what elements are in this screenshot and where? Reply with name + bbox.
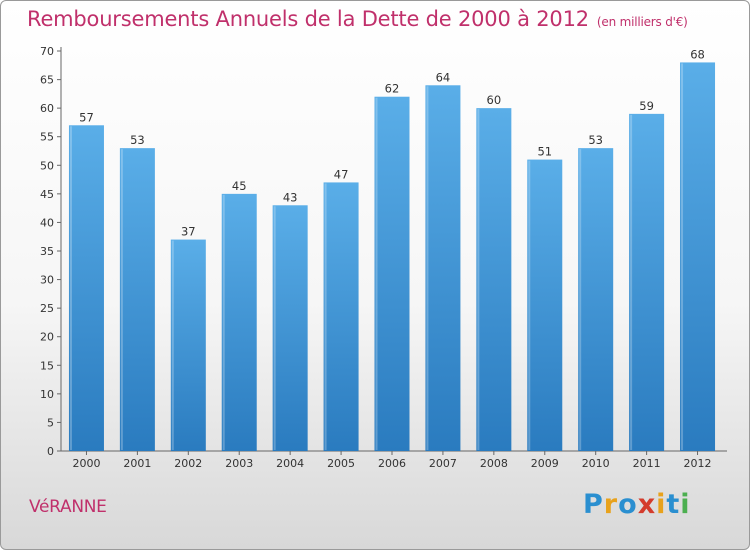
bar-2005[interactable] <box>323 182 359 451</box>
bar-highlight <box>69 126 72 451</box>
y-tick-label: 40 <box>40 216 54 229</box>
title-unit: (en milliers d'€) <box>596 15 688 29</box>
x-tick-label-2011: 2011 <box>633 457 661 470</box>
x-tick-label-2004: 2004 <box>276 457 304 470</box>
bar-2000[interactable] <box>68 125 104 452</box>
logo-letter: t <box>666 489 681 520</box>
value-label-2000: 57 <box>79 110 94 124</box>
x-tick-label-2012: 2012 <box>684 457 712 470</box>
value-label-2012: 68 <box>690 47 705 61</box>
logo-letter: r <box>603 489 619 520</box>
bar-2003[interactable] <box>221 193 257 451</box>
x-tick-label-2006: 2006 <box>378 457 406 470</box>
value-label-2009: 51 <box>537 145 552 159</box>
bar-highlight <box>273 206 276 450</box>
bar-2010[interactable] <box>578 148 614 451</box>
value-label-2002: 37 <box>181 225 196 239</box>
value-label-2003: 45 <box>232 179 247 193</box>
bar-highlight <box>579 149 582 450</box>
bar-highlight <box>477 109 480 451</box>
logo-letter: i <box>680 489 691 520</box>
y-tick-label: 30 <box>40 274 54 287</box>
bar-highlight <box>324 183 327 450</box>
bar-2009[interactable] <box>527 159 563 452</box>
bar-highlight <box>426 86 429 451</box>
x-tick-label-2008: 2008 <box>480 457 508 470</box>
proxiti-logo[interactable]: Proxiti <box>583 489 691 520</box>
value-label-2011: 59 <box>639 99 654 113</box>
y-tick-label: 5 <box>47 416 54 429</box>
value-label-2008: 60 <box>487 93 502 107</box>
bar-highlight <box>630 114 633 450</box>
y-tick-label: 60 <box>40 102 54 115</box>
y-tick-label: 25 <box>40 302 54 315</box>
bar-2007[interactable] <box>425 85 461 452</box>
value-label-2001: 53 <box>130 133 145 147</box>
value-label-2006: 62 <box>385 82 400 96</box>
bar-highlight <box>375 97 378 450</box>
bar-highlight <box>120 149 123 450</box>
bar-2004[interactable] <box>272 205 308 451</box>
title-text: Remboursements Annuels de la Dette de 20… <box>27 7 589 31</box>
y-tick-label: 55 <box>40 131 54 144</box>
logo-letter: x <box>637 489 657 520</box>
y-tick-label: 20 <box>40 331 54 344</box>
x-tick-label-2001: 2001 <box>123 457 151 470</box>
bar-2002[interactable] <box>170 239 206 451</box>
value-label-2010: 53 <box>588 133 603 147</box>
bar-2001[interactable] <box>119 148 155 451</box>
logo-letter: o <box>618 489 638 520</box>
value-label-2007: 64 <box>436 70 451 84</box>
x-tick-label-2007: 2007 <box>429 457 457 470</box>
x-tick-label-2002: 2002 <box>174 457 202 470</box>
y-tick-label: 15 <box>40 359 54 372</box>
y-tick-label: 50 <box>40 159 54 172</box>
x-tick-label-2005: 2005 <box>327 457 355 470</box>
y-tick-label: 0 <box>47 445 54 458</box>
bar-2008[interactable] <box>476 108 512 452</box>
bar-2011[interactable] <box>629 113 665 451</box>
bar-2012[interactable] <box>680 62 716 452</box>
y-tick-label: 70 <box>40 45 54 58</box>
logo-letter: P <box>583 489 604 520</box>
x-tick-label-2010: 2010 <box>582 457 610 470</box>
bar-2006[interactable] <box>374 96 410 451</box>
value-label-2005: 47 <box>334 167 349 181</box>
y-tick-label: 65 <box>40 74 54 87</box>
bar-highlight <box>222 194 225 450</box>
commune-name: VéRANNE <box>29 497 107 517</box>
chart-title: Remboursements Annuels de la Dette de 20… <box>27 7 688 31</box>
x-tick-label-2003: 2003 <box>225 457 253 470</box>
value-label-2004: 43 <box>283 190 298 204</box>
logo-letter: i <box>656 489 667 520</box>
x-tick-label-2009: 2009 <box>531 457 559 470</box>
y-tick-label: 45 <box>40 188 54 201</box>
bar-highlight <box>528 160 531 451</box>
bar-highlight <box>681 63 684 451</box>
bar-highlight <box>171 240 174 450</box>
x-tick-label-2000: 2000 <box>72 457 100 470</box>
y-tick-label: 10 <box>40 388 54 401</box>
y-tick-label: 35 <box>40 245 54 258</box>
